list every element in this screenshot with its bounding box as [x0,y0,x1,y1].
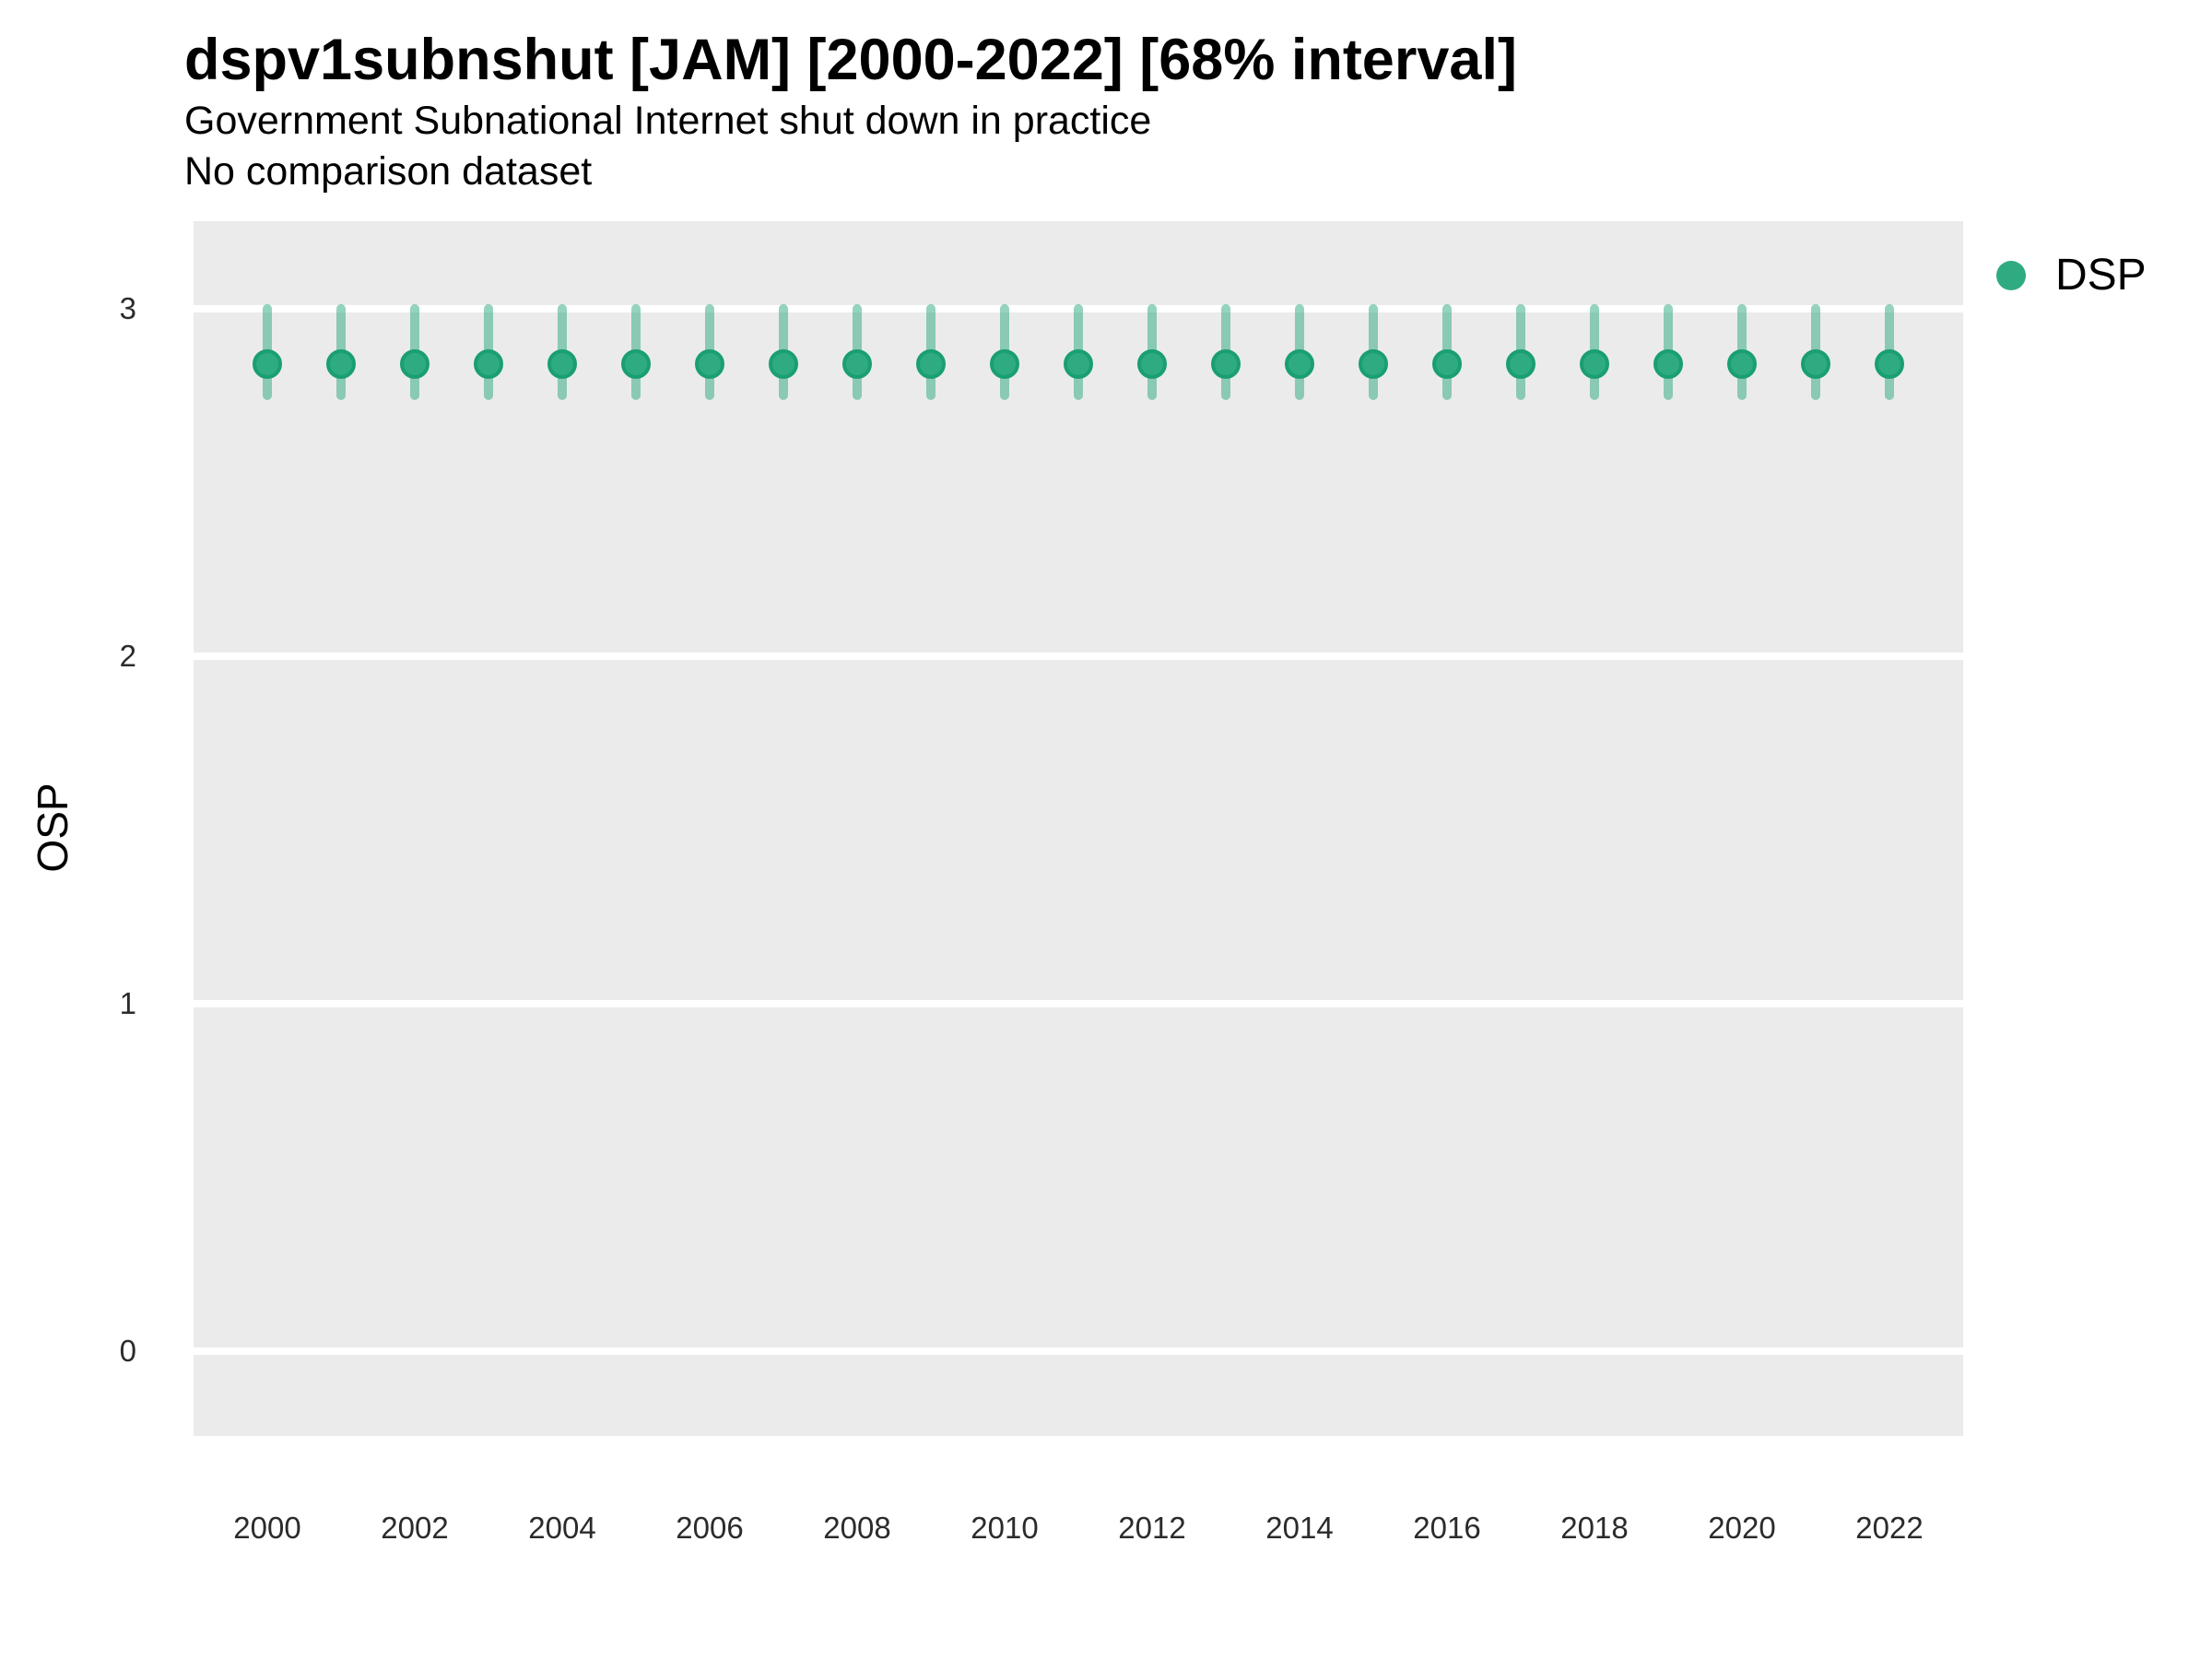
point-2002 [400,349,429,380]
point-2019 [1653,349,1683,380]
y-tick-label-0: 0 [119,1334,136,1368]
point-2016 [1432,349,1462,380]
x-tick-label-2008: 2008 [823,1511,891,1545]
y-axis-title: OSP [29,782,76,873]
point-2022 [1875,349,1904,380]
point-2007 [769,349,798,380]
gridline-y-2 [194,653,1963,660]
point-2010 [990,349,1019,380]
gridline-y-0 [194,1347,1963,1355]
legend-label: DSP [2055,251,2147,300]
chart-note: No comparison dataset [184,149,593,194]
point-2014 [1285,349,1314,380]
x-tick-label-2014: 2014 [1265,1511,1334,1545]
point-2017 [1506,349,1535,380]
point-2003 [474,349,503,380]
x-tick-label-2004: 2004 [528,1511,596,1545]
x-tick-label-2010: 2010 [971,1511,1039,1545]
x-tick-label-2020: 2020 [1708,1511,1776,1545]
point-2013 [1211,349,1241,380]
x-tick-label-2022: 2022 [1855,1511,1924,1545]
x-tick-label-2000: 2000 [233,1511,301,1545]
y-tick-label-2: 2 [119,639,136,673]
point-2008 [842,349,872,380]
point-2005 [621,349,651,380]
point-2021 [1801,349,1830,380]
chart-subtitle: Government Subnational Internet shut dow… [184,99,1152,143]
legend-dot-icon [1996,261,2026,290]
point-2009 [916,349,946,380]
x-tick-label-2018: 2018 [1560,1511,1629,1545]
point-2001 [326,349,356,380]
gridline-y-1 [194,1000,1963,1007]
x-tick-label-2016: 2016 [1413,1511,1481,1545]
point-2004 [547,349,577,380]
point-2020 [1727,349,1757,380]
plot-panel [194,221,1963,1436]
x-tick-label-2002: 2002 [381,1511,449,1545]
point-2006 [695,349,724,380]
y-tick-label-1: 1 [119,986,136,1020]
point-2015 [1359,349,1388,380]
point-2000 [253,349,282,380]
x-tick-label-2012: 2012 [1118,1511,1186,1545]
y-tick-label-3: 3 [119,291,136,325]
point-2011 [1064,349,1093,380]
x-tick-label-2006: 2006 [676,1511,744,1545]
legend: DSP [1996,249,2147,302]
page-title: dspv1subnshut [JAM] [2000-2022] [68% int… [184,28,1517,92]
point-2018 [1580,349,1609,380]
point-2012 [1137,349,1167,380]
